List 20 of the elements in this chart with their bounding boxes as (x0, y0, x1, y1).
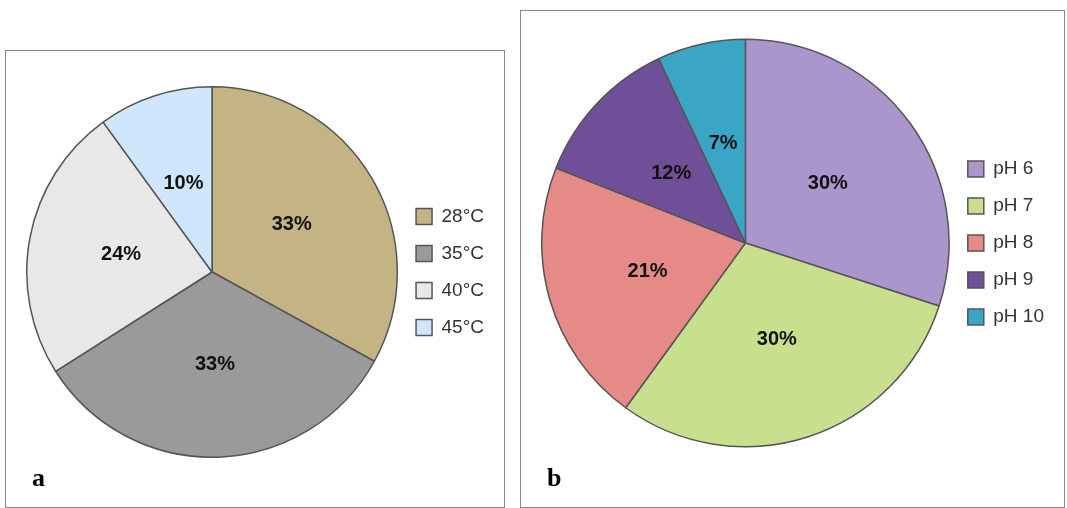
legend-label: 45°C (441, 315, 484, 337)
legend-label: pH 10 (993, 305, 1044, 327)
data-label: 33% (194, 352, 236, 375)
data-label: 10% (163, 171, 204, 194)
legend-label: pH 7 (993, 194, 1034, 216)
legend-label: 35°C (441, 241, 484, 263)
data-label: 7% (708, 131, 738, 154)
legend-label: 28°C (441, 204, 484, 226)
data-label: 12% (651, 160, 692, 183)
data-label: 30% (756, 327, 798, 350)
data-label: 30% (807, 170, 849, 193)
legend-label: pH 6 (993, 157, 1034, 179)
legend-label: pH 8 (993, 231, 1034, 253)
text: a (32, 463, 45, 493)
data-label: 24% (101, 242, 142, 265)
data-label: 21% (627, 258, 668, 281)
data-label: 33% (271, 212, 312, 235)
legend-label: 40°C (441, 278, 484, 300)
legend-label: pH 9 (993, 268, 1034, 290)
text: b (547, 463, 562, 493)
